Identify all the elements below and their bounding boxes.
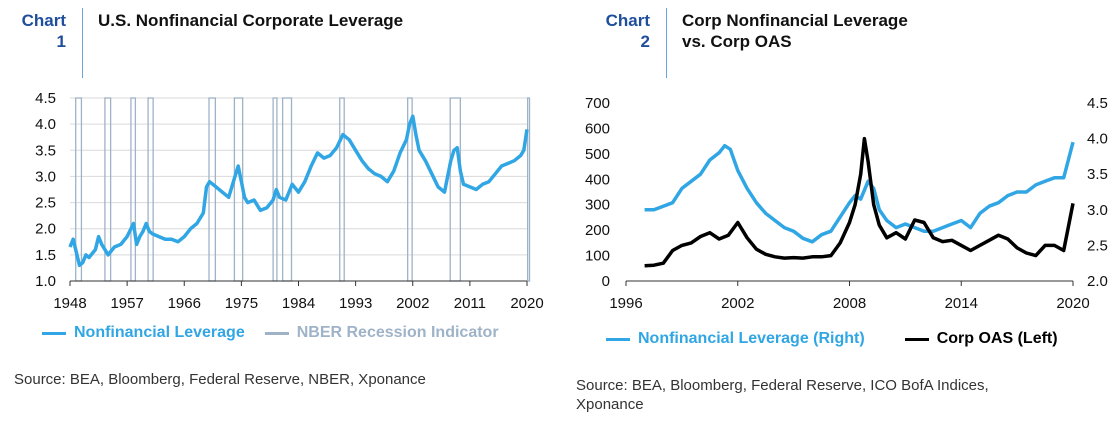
chart2-y-left-tick-label: 0 bbox=[602, 273, 610, 290]
chart2-label-line2: 2 bbox=[640, 32, 650, 51]
chart2-source-line1: Source: BEA, Bloomberg, Federal Reserve,… bbox=[576, 377, 989, 394]
chart2-x-tick-label: 2020 bbox=[1056, 295, 1089, 312]
chart1-recession-bar bbox=[526, 97, 531, 282]
chart1-legend-label-recession: NBER Recession Indicator bbox=[296, 324, 499, 341]
chart2-legend-swatch-leverage bbox=[606, 337, 630, 341]
chart2-y-left-tick-label: 500 bbox=[585, 146, 610, 163]
chart1-x-tick-label: 1993 bbox=[339, 295, 372, 312]
chart1-plot: 1.0 1.5 2.0 2.5 3.0 3.5 4.0 4.5 1948 1957 1966 1975… bbox=[35, 90, 544, 312]
chart2-y-left-tick-label: 700 bbox=[585, 95, 610, 112]
chart2-source: Source: BEA, Bloomberg, Federal Reserve,… bbox=[576, 376, 989, 414]
chart2-x-tick-label: 2002 bbox=[721, 295, 754, 312]
chart2-y-right-tick-label: 3.0 bbox=[1087, 202, 1108, 219]
chart1-x-tick-label: 2020 bbox=[510, 295, 543, 312]
chart2-label-line1: Chart bbox=[605, 11, 650, 30]
chart1-x-tick-label: 2002 bbox=[396, 295, 429, 312]
chart1-y-tick-label: 2.5 bbox=[35, 195, 56, 212]
chart1-y-tick-label: 3.0 bbox=[35, 168, 56, 185]
chart1-series-line bbox=[68, 114, 529, 268]
chart2-label: Chart 2 bbox=[590, 10, 650, 52]
chart2-source-line2: Xponance bbox=[576, 396, 644, 413]
chart2-legend-item-leverage: Nonfinancial Leverage (Right) bbox=[606, 330, 865, 348]
chart2-y-left-tick-label: 100 bbox=[585, 248, 610, 265]
chart1-y-tick-label: 2.0 bbox=[35, 221, 56, 238]
chart1-y-tick-label: 1.0 bbox=[35, 273, 56, 290]
chart2-x-tick-label: 2008 bbox=[833, 295, 866, 312]
chart1-recession-bar bbox=[208, 97, 217, 282]
chart2-y-right-tick-label: 2.5 bbox=[1087, 237, 1108, 254]
chart1-x-tick-label: 1984 bbox=[282, 295, 315, 312]
chart2-legend-label-oas: Corp OAS (Left) bbox=[936, 330, 1058, 347]
chart2-y-left-tick-label: 400 bbox=[585, 171, 610, 188]
chart1-legend-item-leverage: Nonfinancial Leverage bbox=[42, 324, 245, 342]
chart1-y-tick-label: 4.5 bbox=[35, 90, 56, 107]
chart1-y-tick-label: 3.5 bbox=[35, 142, 56, 159]
chart2-divider bbox=[666, 8, 667, 78]
chart1-legend-swatch-leverage bbox=[42, 331, 66, 335]
chart2-x-tick-label: 2014 bbox=[945, 295, 978, 312]
chart1-recession-bar bbox=[130, 97, 137, 282]
chart2-y-right-tick-label: 3.5 bbox=[1087, 166, 1108, 183]
chart1-panel: Chart 1 U.S. Nonfinancial Corporate Leve… bbox=[10, 8, 544, 388]
chart1-x-tick-label: 1975 bbox=[225, 295, 258, 312]
chart2-y-right-tick-label: 4.0 bbox=[1087, 131, 1108, 148]
chart1-recession-bar bbox=[449, 97, 462, 282]
chart1-x-tick-label: 2011 bbox=[454, 295, 486, 312]
chart1-legend-item-recession: NBER Recession Indicator bbox=[264, 324, 499, 342]
chart2-y-left-tick-label: 600 bbox=[585, 120, 610, 137]
chart2-legend: Nonfinancial Leverage (Right) Corp OAS (… bbox=[606, 330, 1058, 348]
chart2-legend-item-oas: Corp OAS (Left) bbox=[904, 330, 1058, 348]
chart1-x-tick-label: 1957 bbox=[110, 295, 143, 312]
chart2-panel: Chart 2 Corp Nonfinancial Leverage vs. C… bbox=[560, 0, 1120, 430]
chart2-title-line1: Corp Nonfinancial Leverage bbox=[682, 11, 908, 30]
chart1-title: U.S. Nonfinancial Corporate Leverage bbox=[98, 11, 404, 30]
chart2-y-left-tick-label: 300 bbox=[585, 197, 610, 214]
chart2-title: Corp Nonfinancial Leverage vs. Corp OAS bbox=[682, 10, 908, 52]
chart2-y-left-tick-label: 200 bbox=[585, 222, 610, 239]
chart1-y-tick-label: 4.0 bbox=[35, 116, 56, 133]
chart1-label-line2: 1 bbox=[56, 32, 66, 51]
chart1-y-tick-label: 1.5 bbox=[35, 247, 56, 264]
chart1-x-tick-label: 1966 bbox=[168, 295, 201, 312]
chart1-legend-label-leverage: Nonfinancial Leverage bbox=[74, 324, 245, 341]
chart1-label-line1: Chart bbox=[21, 11, 66, 30]
chart2-plot: 0 100 200 300 400 500 600 700 2.0 2.5 3.0 3.5 4.0 4.5… bbox=[585, 95, 1108, 312]
chart2-oas-line bbox=[644, 136, 1075, 268]
chart2-x-tick-label: 1996 bbox=[609, 295, 642, 312]
chart2-legend-label-leverage: Nonfinancial Leverage (Right) bbox=[638, 330, 865, 347]
chart1-x-tick-label: 1948 bbox=[53, 295, 86, 312]
chart1-label: Chart 1 bbox=[10, 10, 66, 52]
chart1-divider bbox=[82, 8, 83, 78]
chart1-recession-bar bbox=[147, 97, 154, 282]
chart1-legend: Nonfinancial Leverage NBER Recession Ind… bbox=[42, 324, 499, 342]
chart1-legend-swatch-recession bbox=[264, 331, 289, 335]
chart2-legend-swatch-oas bbox=[904, 337, 929, 341]
chart2-y-right-tick-label: 4.5 bbox=[1087, 95, 1108, 112]
chart2-title-line2: vs. Corp OAS bbox=[682, 32, 792, 51]
chart1-recession-bar bbox=[339, 97, 345, 282]
chart2-y-right-tick-label: 2.0 bbox=[1087, 273, 1108, 290]
chart1-source: Source: BEA, Bloomberg, Federal Reserve,… bbox=[14, 371, 426, 388]
